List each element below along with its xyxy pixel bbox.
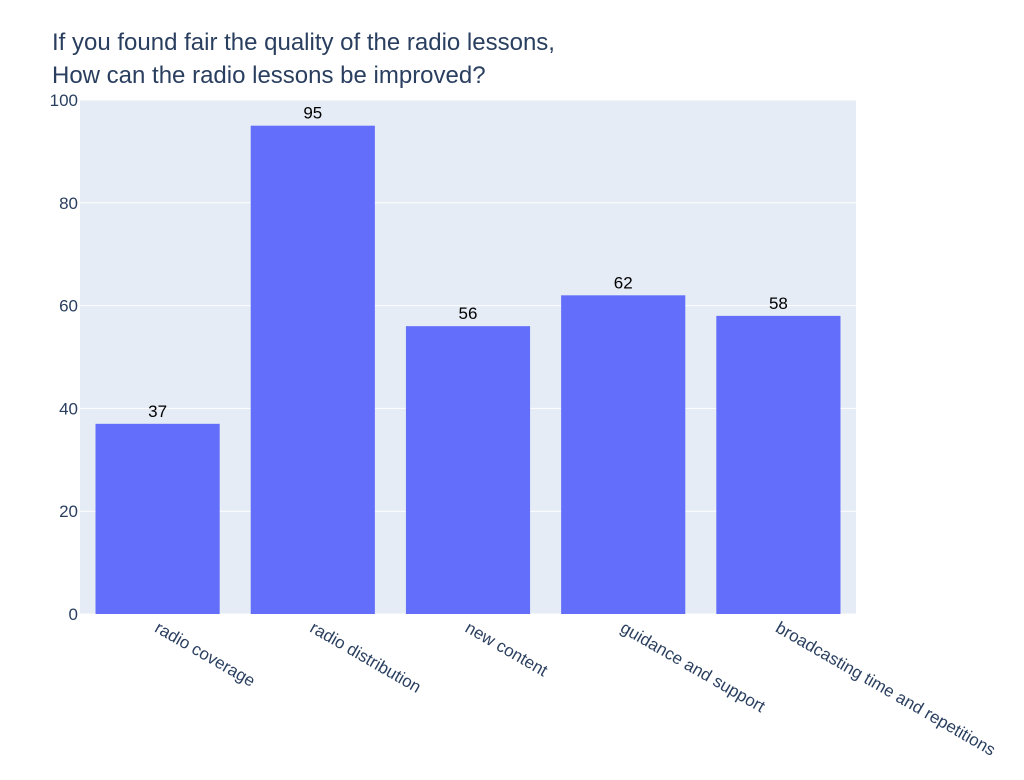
bar-series: [95, 125, 841, 614]
bar: [95, 423, 220, 614]
x-tick-label: radio distribution: [307, 618, 425, 697]
bar-data-label: 58: [769, 294, 788, 313]
x-axis-ticks: radio coverage radio distribution new cont…: [152, 618, 999, 760]
chart-title: If you found fair the quality of the rad…: [52, 26, 555, 92]
y-tick-label: 20: [59, 502, 78, 521]
y-tick-label: 0: [69, 605, 78, 624]
bar: [561, 295, 686, 614]
bar-data-label: 95: [303, 104, 322, 123]
y-tick-label: 80: [59, 194, 78, 213]
data-labels: 37 95 56 62 58: [148, 104, 788, 421]
y-tick-label: 60: [59, 297, 78, 316]
bar-data-label: 37: [148, 402, 167, 421]
bar: [250, 125, 375, 614]
chart-title-line-2: How can the radio lessons be improved?: [52, 62, 486, 89]
x-tick-label: broadcasting time and repetitions: [772, 618, 998, 760]
bar-data-label: 56: [459, 304, 478, 323]
y-tick-label: 100: [50, 91, 78, 110]
bar-data-label: 62: [614, 273, 633, 292]
x-tick-label: radio coverage: [152, 618, 259, 691]
x-tick-label: new content: [462, 618, 551, 680]
y-tick-label: 40: [59, 399, 78, 418]
bar: [716, 315, 841, 614]
chart-title-line-1: If you found fair the quality of the rad…: [52, 29, 555, 56]
x-tick-label: guidance and support: [617, 618, 768, 716]
bar: [405, 326, 531, 614]
y-axis-ticks: 0 20 40 60 80 100: [50, 91, 78, 624]
